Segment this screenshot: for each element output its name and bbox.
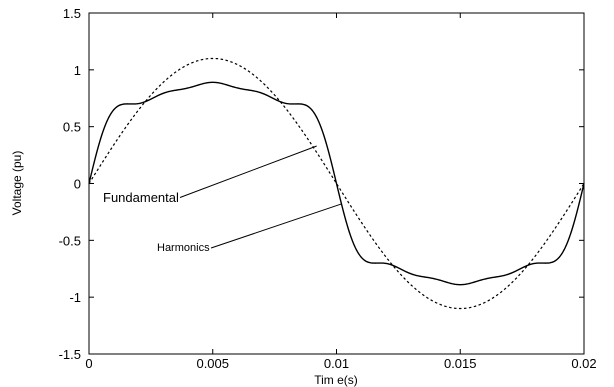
x-tick-label: 0.015: [444, 356, 477, 371]
series-line-fundamental: [88, 57, 585, 310]
y-tick-label: -1.5: [59, 347, 81, 362]
x-tick-label: 0.02: [571, 356, 596, 371]
x-tick-label: 0.01: [324, 356, 349, 371]
axis-ticks: 0 0.005 0.01 0.015 0.02 1.5 1 0.5 0 -0.5 -1 -1.5: [59, 6, 597, 371]
annotation-layer: Fundamental Harmonics: [103, 145, 342, 254]
y-tick-label: 0.5: [63, 120, 81, 135]
y-tick-label: -0.5: [59, 233, 81, 248]
series-line-harmonics: [88, 81, 585, 286]
annotation-line-harmonics: [210, 203, 342, 249]
y-tick-label: 1: [74, 63, 81, 78]
x-tick-label: 0: [85, 356, 92, 371]
x-axis-label: Tim e(s): [314, 373, 358, 387]
y-tick-label: 1.5: [63, 6, 81, 21]
y-axis-label: Voltage (pu): [10, 151, 24, 216]
y-tick-label: -1: [69, 290, 81, 305]
series-layer: [88, 57, 585, 310]
x-tick-label: 0.005: [196, 356, 229, 371]
annotation-fundamental: Fundamental: [103, 190, 179, 205]
y-tick-label: 0: [74, 177, 81, 192]
annotation-harmonics: Harmonics: [157, 242, 210, 254]
annotation-line-fundamental: [179, 145, 317, 198]
